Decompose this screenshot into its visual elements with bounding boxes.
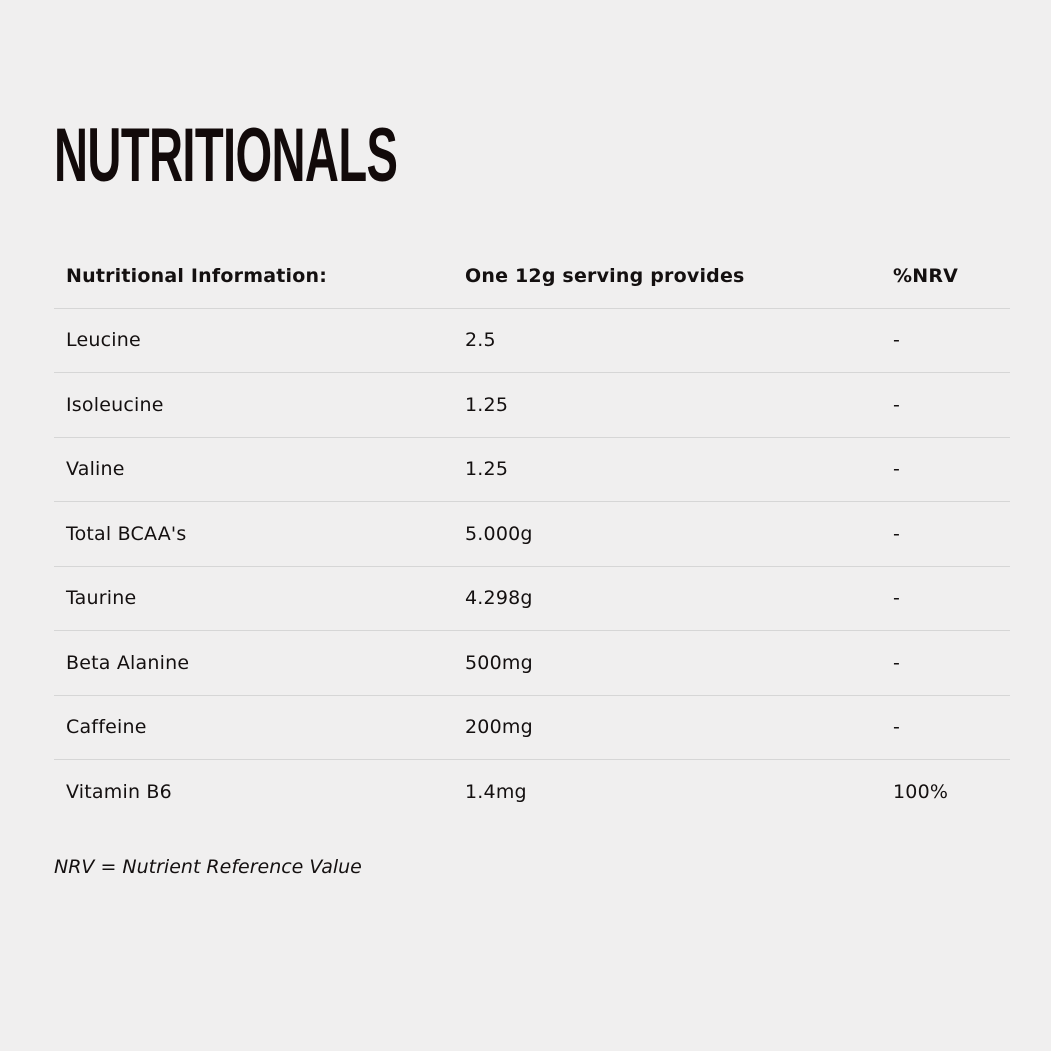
nutrient-nrv: 100%: [893, 780, 949, 803]
nutrient-name: Valine: [66, 458, 125, 481]
table-row: Taurine 4.298g -: [54, 567, 1010, 631]
nutrient-nrv: -: [893, 587, 901, 610]
nutrient-amount: 500mg: [465, 651, 533, 674]
nutrient-nrv: -: [893, 393, 901, 416]
footnote: NRV = Nutrient Reference Value: [54, 856, 362, 878]
table-row: Leucine 2.5 -: [54, 309, 1010, 373]
nutrient-name: Caffeine: [66, 716, 147, 739]
nutrient-name: Isoleucine: [66, 393, 164, 416]
nutrient-nrv: -: [893, 329, 901, 352]
table-header-row: Nutritional Information: One 12g serving…: [54, 244, 1010, 309]
nutrient-nrv: -: [893, 522, 901, 545]
nutrient-amount: 1.25: [465, 458, 509, 481]
nutrient-nrv: -: [893, 716, 901, 739]
page-title: NUTRITIONALS: [54, 113, 398, 198]
nutrient-name: Leucine: [66, 329, 141, 352]
nutrient-amount: 1.4mg: [465, 780, 527, 803]
nutrient-amount: 2.5: [465, 329, 496, 352]
header-nutritional-information: Nutritional Information:: [66, 264, 327, 287]
nutrition-table: Nutritional Information: One 12g serving…: [54, 244, 1010, 824]
nutrient-nrv: -: [893, 458, 901, 481]
table-row: Caffeine 200mg -: [54, 696, 1010, 760]
nutrient-name: Vitamin B6: [66, 780, 172, 803]
nutrient-amount: 4.298g: [465, 587, 533, 610]
table-row: Valine 1.25 -: [54, 438, 1010, 502]
header-serving: One 12g serving provides: [465, 264, 745, 287]
nutrient-nrv: -: [893, 651, 901, 674]
table-row: Vitamin B6 1.4mg 100%: [54, 760, 1010, 824]
header-nrv: %NRV: [893, 264, 959, 287]
table-row: Beta Alanine 500mg -: [54, 631, 1010, 696]
nutrient-name: Taurine: [66, 587, 137, 610]
nutrient-name: Total BCAA's: [66, 522, 187, 545]
nutrient-amount: 5.000g: [465, 522, 533, 545]
table-row: Isoleucine 1.25 -: [54, 373, 1010, 438]
nutrient-amount: 1.25: [465, 393, 509, 416]
nutrient-name: Beta Alanine: [66, 651, 190, 674]
table-row: Total BCAA's 5.000g -: [54, 502, 1010, 567]
nutrient-amount: 200mg: [465, 716, 533, 739]
